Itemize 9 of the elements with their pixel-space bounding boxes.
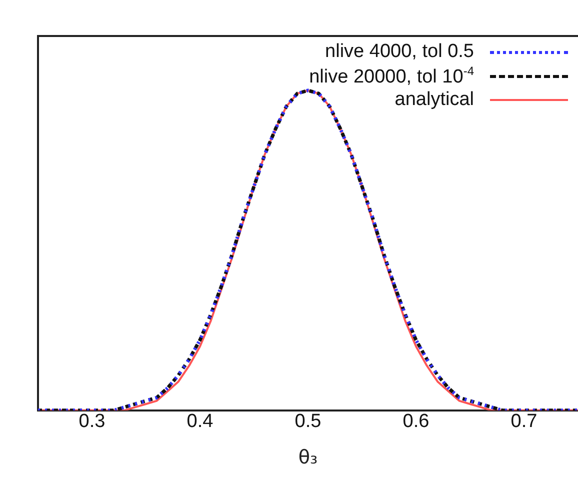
x-tick-label: 0.3: [78, 411, 106, 432]
legend-label: nlive 4000, tol 0.5: [325, 41, 474, 63]
x-tick-label: 0.4: [186, 411, 214, 432]
legend-label: nlive 20000, tol 10$^{-4}$: [309, 64, 474, 88]
x-tick-label: 0.7: [510, 411, 538, 432]
x-tick-label: 0.6: [402, 411, 430, 432]
x-axis-title: θ₃: [298, 446, 318, 469]
x-tick-label: 0.5: [294, 411, 322, 432]
legend-label: analytical: [394, 89, 474, 111]
